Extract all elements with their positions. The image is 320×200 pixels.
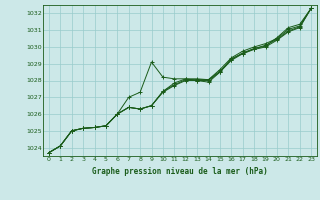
X-axis label: Graphe pression niveau de la mer (hPa): Graphe pression niveau de la mer (hPa) bbox=[92, 167, 268, 176]
